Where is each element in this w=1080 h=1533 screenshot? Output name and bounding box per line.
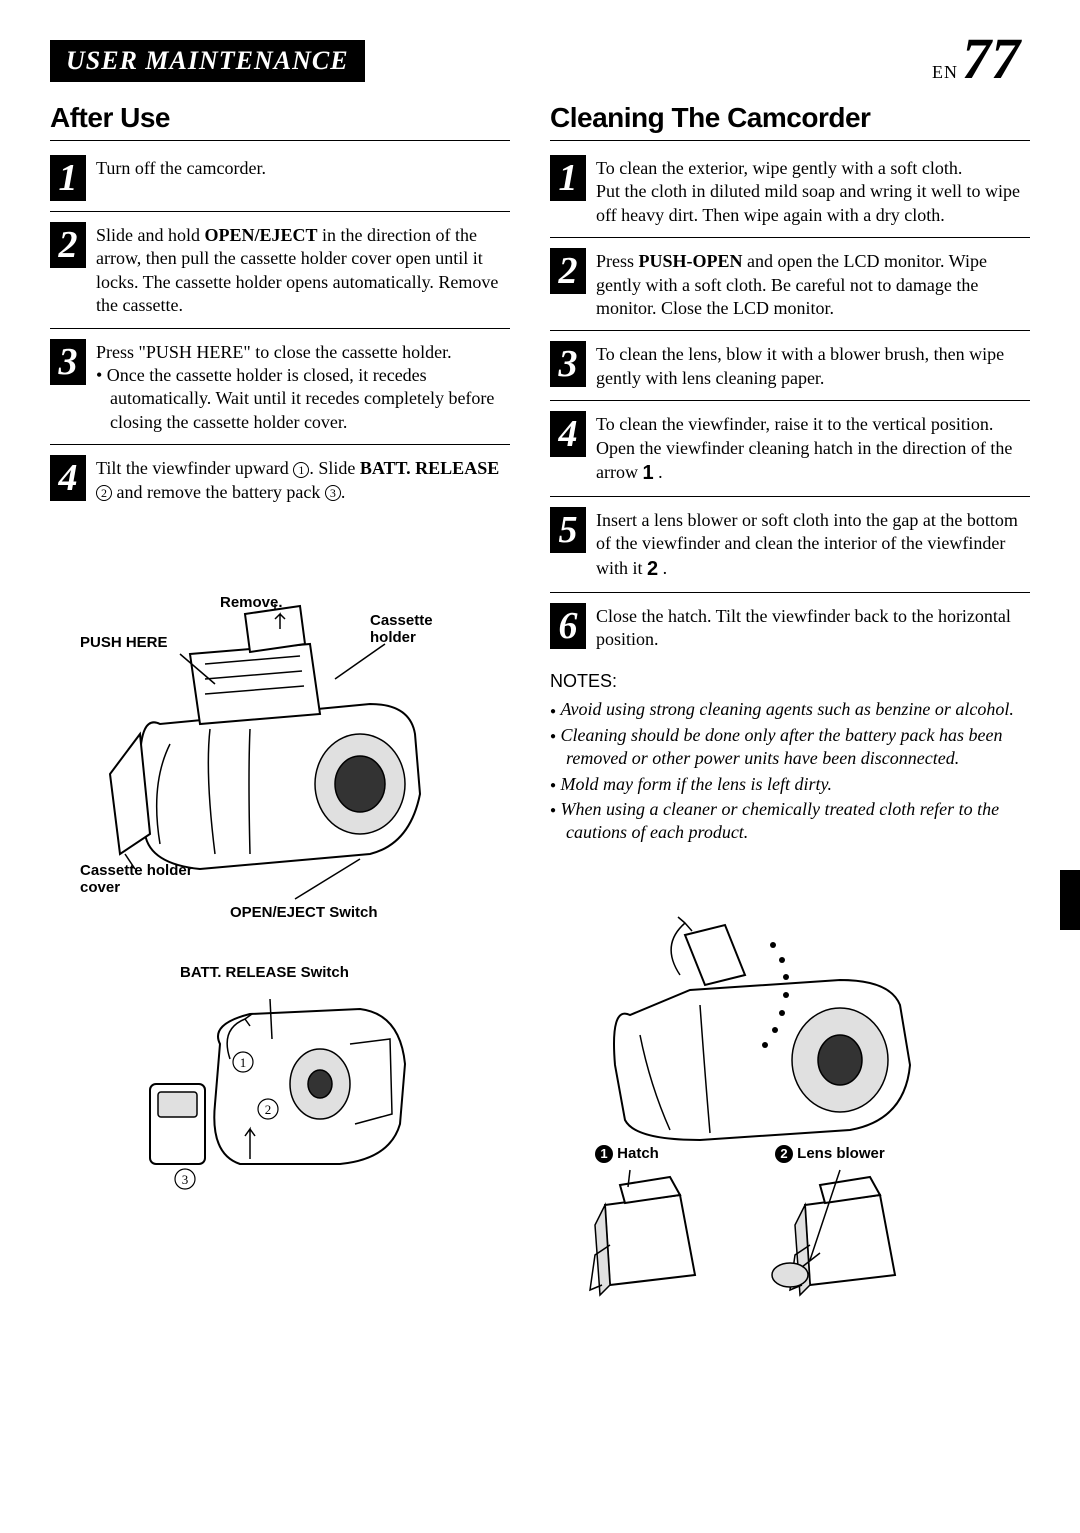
section-title-left: After Use xyxy=(50,102,510,134)
step-text: Tilt the viewfinder upward 1. Slide BATT… xyxy=(96,455,510,504)
step: 1To clean the exterior, wipe gently with… xyxy=(550,155,1030,227)
step: 4To clean the viewfinder, raise it to th… xyxy=(550,411,1030,486)
label-hatch: Hatch xyxy=(617,1145,659,1162)
camcorder-batt-svg: 1 2 3 xyxy=(50,984,480,1194)
note-item: Cleaning should be done only after the b… xyxy=(550,724,1030,771)
step-number: 1 xyxy=(550,155,586,201)
label-batt-release: BATT. RELEASE Switch xyxy=(180,964,349,981)
illustration-cleaning: 1 Hatch 2 Lens blower xyxy=(550,905,1030,1325)
step-text: Press PUSH-OPEN and open the LCD monitor… xyxy=(596,248,1030,320)
notes-title: NOTES: xyxy=(550,671,1030,692)
step-number: 5 xyxy=(550,507,586,553)
note-item: When using a cleaner or chemically treat… xyxy=(550,798,1030,845)
col-cleaning: Cleaning The Camcorder 1To clean the ext… xyxy=(550,102,1030,1325)
notes-list: Avoid using strong cleaning agents such … xyxy=(550,698,1030,844)
step: 4Tilt the viewfinder upward 1. Slide BAT… xyxy=(50,455,510,504)
step: 6Close the hatch. Tilt the viewfinder ba… xyxy=(550,603,1030,652)
hatch-blower-svg xyxy=(550,1145,970,1325)
step-number: 4 xyxy=(550,411,586,457)
camcorder-top-svg xyxy=(50,604,480,954)
step-text: Turn off the camcorder. xyxy=(96,155,510,201)
step-text: Press "PUSH HERE" to close the cassette … xyxy=(96,339,510,435)
step-number: 3 xyxy=(550,341,586,387)
step-number: 1 xyxy=(50,155,86,201)
svg-text:3: 3 xyxy=(182,1172,189,1187)
step: 3To clean the lens, blow it with a blowe… xyxy=(550,341,1030,390)
step-number: 4 xyxy=(50,455,86,501)
note-item: Avoid using strong cleaning agents such … xyxy=(550,698,1030,721)
label-open-eject: OPEN/EJECT Switch xyxy=(230,904,378,921)
svg-text:1: 1 xyxy=(240,1055,247,1070)
step-number: 2 xyxy=(550,248,586,294)
step-text: To clean the viewfinder, raise it to the… xyxy=(596,411,1030,486)
label-cassette-cover: Cassette holder cover xyxy=(80,862,210,896)
step-text: Slide and hold OPEN/EJECT in the directi… xyxy=(96,222,510,318)
step: 2Press PUSH-OPEN and open the LCD monito… xyxy=(550,248,1030,320)
label-remove: Remove. xyxy=(220,594,283,611)
step-number: 6 xyxy=(550,603,586,649)
svg-text:2: 2 xyxy=(265,1102,272,1117)
col-after-use: After Use 1Turn off the camcorder.2Slide… xyxy=(50,102,510,1325)
page-number: EN 77 xyxy=(932,30,1020,88)
camcorder-clean-svg xyxy=(550,905,970,1155)
step: 1Turn off the camcorder. xyxy=(50,155,510,201)
step-text: To clean the lens, blow it with a blower… xyxy=(596,341,1030,390)
step: 5Insert a lens blower or soft cloth into… xyxy=(550,507,1030,582)
step: 3Press "PUSH HERE" to close the cassette… xyxy=(50,339,510,435)
label-cassette-holder: Cassette holder xyxy=(370,612,450,646)
step-bullet: • Once the cassette holder is closed, it… xyxy=(96,364,510,434)
header-title: USER MAINTENANCE xyxy=(50,40,365,82)
step-text: Insert a lens blower or soft cloth into … xyxy=(596,507,1030,582)
step-text: To clean the exterior, wipe gently with … xyxy=(596,155,1030,227)
note-item: Mold may form if the lens is left dirty. xyxy=(550,773,1030,796)
illustration-cassette: Remove. PUSH HERE Cassette holder Casset… xyxy=(50,604,510,1194)
step-number: 3 xyxy=(50,339,86,385)
step-number: 2 xyxy=(50,222,86,268)
label-lens-blower: Lens blower xyxy=(797,1145,885,1162)
page-num: 77 xyxy=(962,30,1020,88)
step: 2Slide and hold OPEN/EJECT in the direct… xyxy=(50,222,510,318)
section-title-right: Cleaning The Camcorder xyxy=(550,102,1030,134)
hatch-num: 1 xyxy=(595,1145,613,1163)
edge-tab xyxy=(1060,870,1080,930)
blower-num: 2 xyxy=(775,1145,793,1163)
page-prefix: EN xyxy=(932,62,958,83)
label-push-here: PUSH HERE xyxy=(80,634,168,651)
header: USER MAINTENANCE xyxy=(50,40,1030,82)
step-text: Close the hatch. Tilt the viewfinder bac… xyxy=(596,603,1030,652)
